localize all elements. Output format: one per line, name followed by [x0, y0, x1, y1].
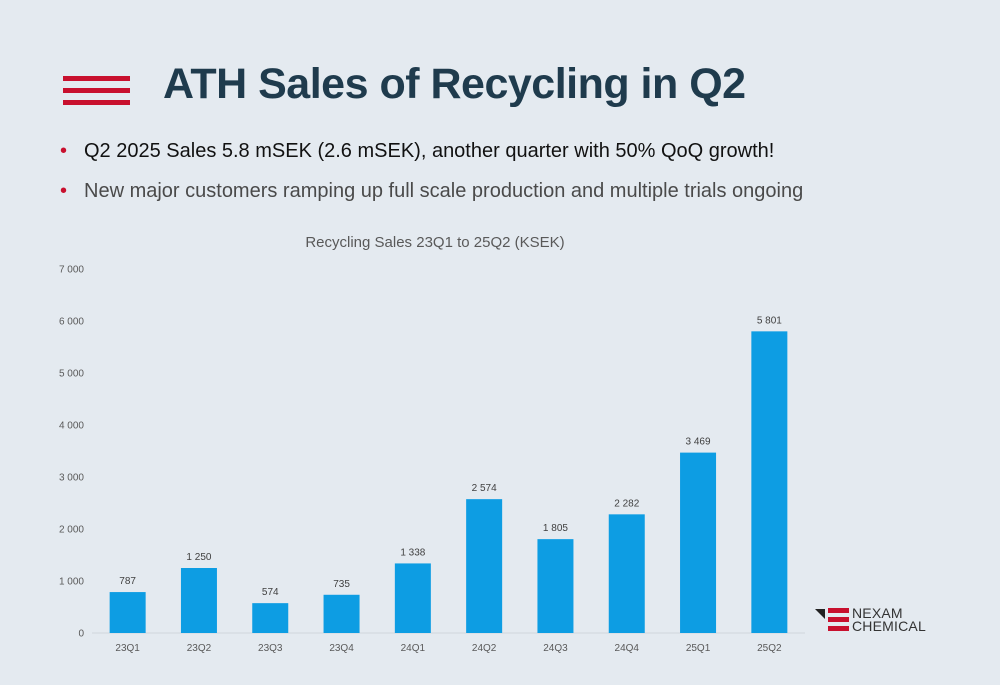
bar	[180, 568, 217, 633]
data-label: 787	[119, 576, 136, 587]
data-label: 2 574	[472, 483, 497, 494]
y-tick-label: 7 000	[59, 265, 84, 276]
y-tick-label: 3 000	[59, 473, 84, 484]
x-tick-label: 25Q1	[686, 643, 711, 654]
bullet-item: • New major customers ramping up full sc…	[60, 177, 803, 217]
bullet-icon: •	[60, 140, 68, 162]
data-label: 1 250	[186, 552, 211, 563]
logo-line1: NEXAM	[852, 605, 903, 621]
x-tick-label: 23Q2	[187, 643, 212, 654]
x-tick-label: 25Q2	[757, 643, 782, 654]
y-tick-label: 1 000	[59, 577, 84, 588]
x-tick-label: 23Q4	[329, 643, 354, 654]
nexam-logo: NEXAM CHEMICAL	[814, 605, 954, 637]
y-tick-label: 2 000	[59, 525, 84, 536]
y-tick-label: 5 000	[59, 369, 84, 380]
bar	[323, 594, 360, 633]
y-tick-label: 0	[78, 629, 84, 640]
nexam-logo-icon	[815, 608, 849, 631]
data-label: 735	[333, 579, 350, 590]
data-label: 1 338	[400, 547, 425, 558]
data-label: 3 469	[686, 437, 711, 448]
bar	[751, 331, 788, 633]
x-tick-label: 24Q3	[543, 643, 568, 654]
bar	[608, 514, 645, 633]
bar	[394, 563, 431, 633]
bullet-icon: •	[60, 180, 68, 202]
chart-title: Recycling Sales 23Q1 to 25Q2 (KSEK)	[305, 234, 565, 251]
data-label: 2 282	[614, 498, 639, 509]
x-tick-label: 23Q3	[258, 643, 283, 654]
data-label: 1 805	[543, 523, 568, 534]
bar	[537, 539, 574, 633]
x-tick-label: 24Q2	[472, 643, 497, 654]
bullet-item: • Q2 2025 Sales 5.8 mSEK (2.6 mSEK), ano…	[60, 137, 803, 177]
logo-text: NEXAM CHEMICAL	[852, 605, 926, 634]
bar	[466, 499, 503, 633]
data-label: 5 801	[757, 315, 782, 326]
bar	[109, 592, 146, 633]
bullet-text: Q2 2025 Sales 5.8 mSEK (2.6 mSEK), anoth…	[84, 140, 775, 162]
data-label: 574	[262, 587, 279, 598]
x-tick-label: 24Q1	[401, 643, 426, 654]
y-tick-label: 4 000	[59, 421, 84, 432]
x-tick-label: 24Q4	[615, 643, 640, 654]
x-tick-label: 23Q1	[115, 643, 140, 654]
page-title: ATH Sales of Recycling in Q2	[163, 60, 746, 108]
logo-line2: CHEMICAL	[852, 618, 926, 634]
bar	[680, 452, 717, 633]
bullet-list: • Q2 2025 Sales 5.8 mSEK (2.6 mSEK), ano…	[60, 137, 803, 217]
bullet-text: New major customers ramping up full scal…	[84, 180, 804, 202]
y-tick-label: 6 000	[59, 317, 84, 328]
bar	[252, 603, 289, 633]
stripes-icon	[63, 76, 130, 106]
